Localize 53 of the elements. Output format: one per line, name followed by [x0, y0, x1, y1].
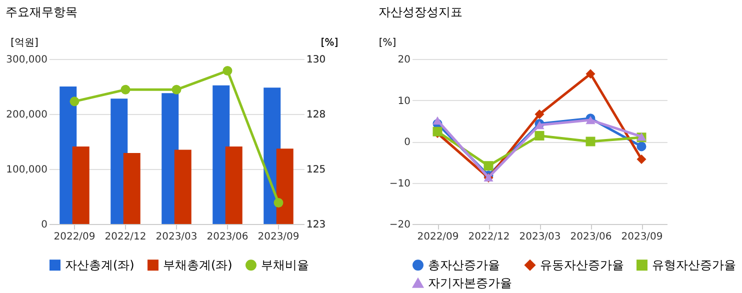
legend-label: 부채총계(좌)	[163, 258, 232, 272]
y-tick-label: 200,000	[6, 110, 48, 120]
legend-label: 유형자산증가율	[652, 258, 736, 272]
point	[636, 154, 646, 164]
point	[120, 84, 130, 94]
y2-tick-label: 125	[306, 164, 326, 176]
x-tick-label: 2022/12	[468, 232, 510, 242]
point	[432, 116, 442, 125]
y2-tick-label: 130	[306, 54, 326, 66]
y-tick-label: 0	[41, 220, 48, 230]
y2-axis-title: [%]	[320, 38, 338, 48]
point	[484, 161, 494, 171]
point	[70, 96, 80, 106]
legend-label: 자산총계(좌)	[65, 258, 134, 272]
point	[586, 136, 596, 146]
legend-label: 부채비율	[261, 258, 309, 272]
bar	[174, 150, 192, 224]
y-tick-label: −20	[389, 220, 410, 230]
y-tick-label: −10	[389, 178, 410, 190]
bar	[123, 153, 140, 224]
x-tick-label: 2022/09	[54, 232, 96, 242]
x-tick-label: 2022/09	[417, 232, 459, 242]
x-tick-label: 2023/03	[519, 232, 561, 242]
point	[172, 84, 182, 94]
x-tick-label: 2023/06	[206, 232, 248, 242]
point	[586, 69, 596, 79]
bar	[225, 146, 242, 224]
y-tick-label: 100,000	[6, 164, 48, 176]
legend-label: 자기자본증가율	[428, 276, 512, 290]
y2-tick-label: 123	[306, 220, 326, 230]
y-axis-title: [%]	[378, 38, 396, 48]
point	[534, 130, 544, 140]
y-tick-label: 0	[404, 137, 410, 148]
chart-title: 주요재무항목	[6, 5, 78, 19]
chart-title: 자산성장성지표	[378, 5, 462, 19]
point	[534, 110, 544, 120]
legend-label: 총자산증가율	[428, 258, 500, 272]
x-tick-label: 2022/12	[104, 232, 146, 242]
x-tick-label: 2023/03	[156, 232, 198, 242]
point	[222, 66, 232, 76]
y-tick-label: 300,000	[6, 54, 48, 66]
point	[274, 198, 284, 208]
x-tick-label: 2023/09	[258, 232, 300, 242]
y-tick-label: 10	[398, 96, 410, 107]
y2-tick-label: 128	[306, 109, 326, 120]
legend-label: 유동자산증가율	[540, 258, 624, 272]
bar	[276, 148, 294, 224]
point	[636, 142, 646, 152]
x-tick-label: 2023/06	[570, 232, 612, 242]
x-tick-label: 2023/09	[621, 232, 663, 242]
y-axis-title: [억원]	[10, 38, 38, 48]
y-tick-label: 20	[398, 54, 410, 66]
bar	[72, 146, 90, 224]
